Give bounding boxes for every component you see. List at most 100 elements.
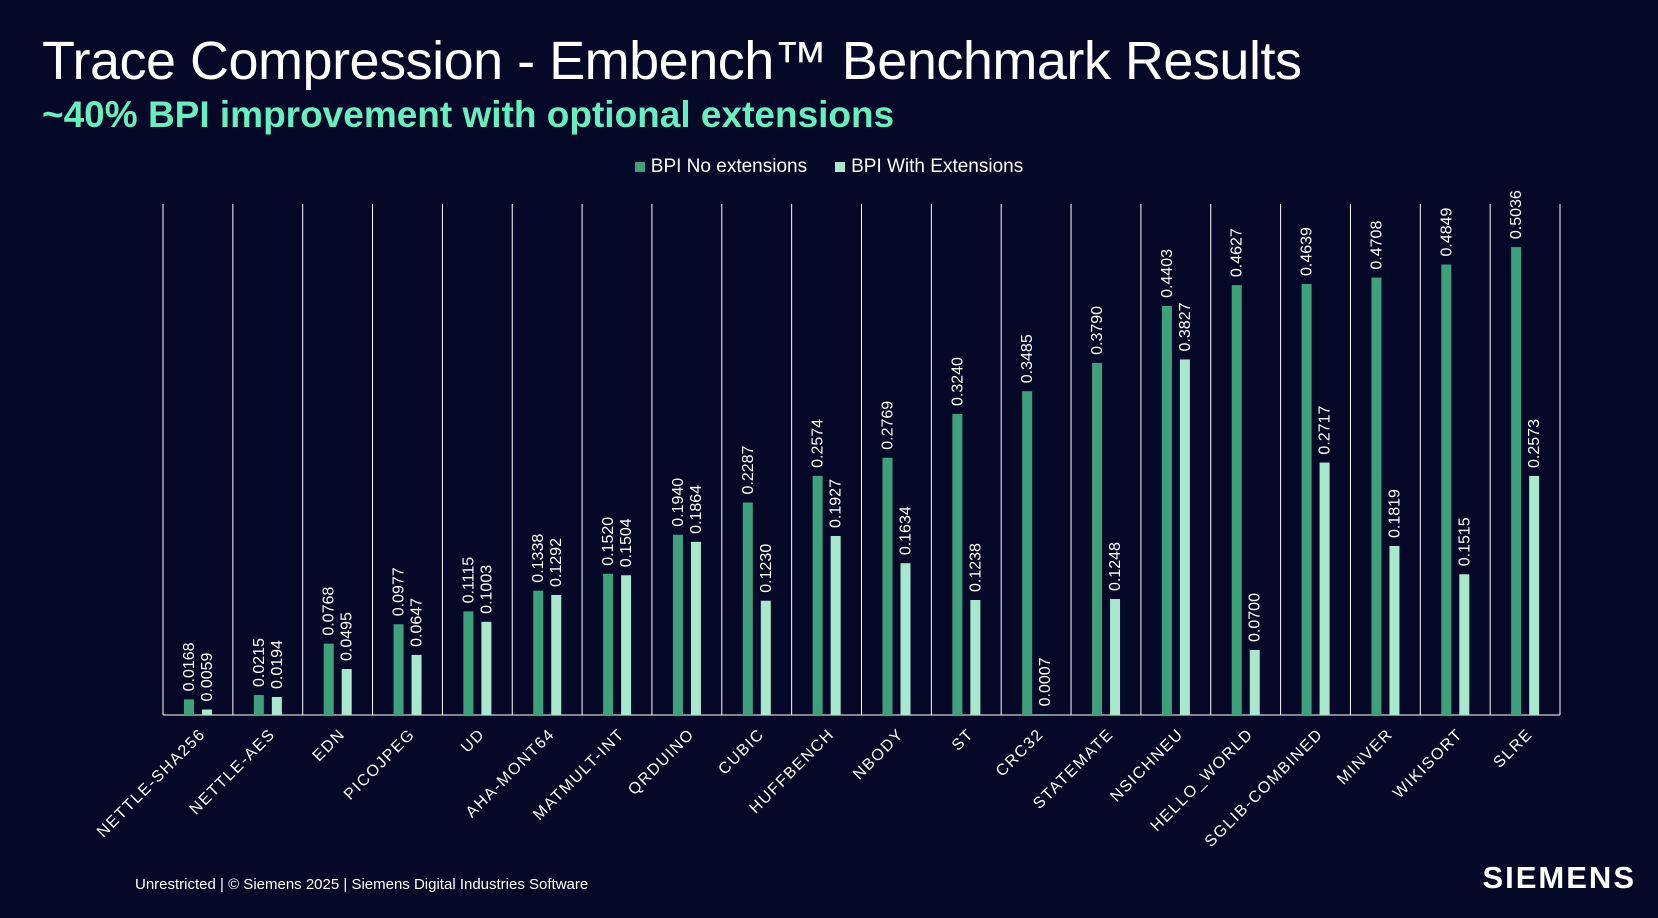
data-label: 0.1819: [1386, 489, 1403, 538]
data-label: 0.2717: [1317, 406, 1334, 455]
bar-no-extensions: [463, 611, 474, 715]
data-label: 0.4849: [1438, 207, 1455, 256]
data-label: 0.0215: [251, 638, 268, 687]
bar-with-extensions: [760, 600, 771, 715]
x-tick-label: CRC32: [993, 726, 1047, 780]
data-label: 0.1520: [600, 517, 617, 566]
bar-no-extensions: [952, 413, 963, 715]
data-label: 0.2769: [880, 401, 897, 450]
bar-with-extensions: [411, 654, 422, 715]
bar-with-extensions: [1110, 599, 1121, 715]
data-label: 0.1230: [758, 544, 775, 593]
legend-item-with-extensions: BPI With Extensions: [835, 156, 1023, 178]
bar-with-extensions: [900, 563, 911, 715]
data-label: 0.4639: [1299, 227, 1316, 276]
bar-no-extensions: [253, 695, 264, 715]
data-label: 0.1940: [670, 478, 687, 527]
data-label: 0.3485: [1019, 334, 1036, 383]
legend-label-with-extensions: BPI With Extensions: [851, 156, 1024, 177]
data-label: 0.3827: [1177, 302, 1194, 351]
slide-title: Trace Compression - Embench™ Benchmark R…: [42, 31, 1302, 91]
data-label: 0.0700: [1247, 593, 1264, 642]
data-label: 0.1634: [898, 506, 915, 555]
bar-no-extensions: [812, 475, 823, 715]
bar-with-extensions: [481, 621, 492, 715]
data-label: 0.2287: [740, 445, 757, 494]
bar-with-extensions: [341, 669, 352, 715]
chart-legend: BPI No extensions BPI With Extensions: [0, 156, 1658, 178]
data-label: 0.0977: [391, 567, 408, 616]
bar-with-extensions: [1179, 359, 1190, 715]
x-tick-label: PICOJPEG: [341, 726, 419, 804]
bar-with-extensions: [1249, 649, 1260, 715]
bar-no-extensions: [1371, 277, 1382, 715]
x-tick-label: QRDUINO: [625, 726, 698, 799]
bar-with-extensions: [1389, 545, 1400, 715]
bar-with-extensions: [621, 575, 632, 715]
bar-with-extensions: [830, 535, 841, 715]
data-label: 0.1292: [548, 538, 565, 587]
bar-with-extensions: [551, 594, 562, 715]
bar-with-extensions: [690, 541, 701, 715]
bar-no-extensions: [1092, 362, 1103, 715]
bar-no-extensions: [1161, 305, 1172, 715]
bar-with-extensions: [1459, 574, 1470, 715]
bar-no-extensions: [533, 590, 544, 715]
data-label: 0.0168: [181, 642, 198, 691]
bar-no-extensions: [742, 502, 753, 715]
slide-subtitle: ~40% BPI improvement with optional exten…: [42, 94, 895, 135]
data-label: 0.1248: [1107, 542, 1124, 591]
bar-no-extensions: [1441, 264, 1452, 715]
x-tick-label: NBODY: [850, 726, 908, 784]
legend-label-no-extensions: BPI No extensions: [650, 156, 808, 177]
bar-no-extensions: [672, 534, 683, 715]
data-label: 0.0495: [339, 612, 356, 661]
bar-with-extensions: [202, 709, 212, 715]
x-tick-label: SLRE: [1490, 726, 1536, 772]
data-label: 0.2574: [810, 419, 827, 468]
data-label: 0.5036: [1508, 190, 1525, 239]
siemens-logo: SIEMENS: [1482, 860, 1636, 895]
data-label: 0.4627: [1229, 228, 1246, 277]
bar-no-extensions: [323, 643, 334, 715]
bar-no-extensions: [393, 624, 404, 715]
data-label: 0.1927: [828, 479, 845, 528]
bar-with-extensions: [1319, 462, 1330, 715]
bar-no-extensions: [882, 457, 893, 715]
data-label: 0.3240: [949, 357, 966, 406]
legend-item-no-extensions: BPI No extensions: [634, 156, 808, 178]
legend-swatch-no-extensions: [634, 162, 645, 172]
data-label: 0.1515: [1456, 517, 1473, 566]
x-tick-label: NSICHNEU: [1107, 726, 1187, 806]
bar-with-extensions: [271, 696, 282, 715]
bar-no-extensions: [1231, 285, 1242, 715]
data-label: 0.0059: [199, 652, 216, 701]
x-tick-label: SGLIB-COMBINED: [1202, 726, 1327, 851]
data-label: 0.3790: [1089, 306, 1106, 355]
bar-no-extensions: [1511, 247, 1522, 716]
data-label: 0.1504: [618, 518, 635, 567]
bar-no-extensions: [603, 573, 614, 715]
x-tick-label: UD: [458, 726, 488, 756]
data-label: 0.1003: [478, 565, 495, 614]
data-label: 0.1338: [530, 534, 547, 583]
data-label: 0.4708: [1368, 221, 1385, 270]
legend-swatch-with-extensions: [835, 162, 846, 172]
data-label: 0.4403: [1159, 249, 1176, 298]
data-label: 0.0194: [269, 640, 286, 689]
x-tick-label: NETTLE-SHA256: [94, 726, 209, 841]
footer-text: Unrestricted | © Siemens 2025 | Siemens …: [135, 876, 589, 893]
data-label: 0.1864: [688, 485, 705, 534]
x-tick-label: ST: [949, 726, 978, 755]
bar-with-extensions: [970, 599, 981, 715]
x-tick-label: WIKISORT: [1390, 726, 1466, 802]
bar-with-extensions: [1040, 714, 1051, 715]
data-label: 0.2573: [1526, 419, 1543, 468]
data-label: 0.1115: [460, 557, 477, 604]
bar-no-extensions: [1301, 283, 1312, 715]
data-label: 0.0768: [321, 587, 338, 636]
data-label: 0.1238: [967, 543, 984, 592]
data-label: 0.0647: [409, 598, 426, 647]
bar-with-extensions: [1529, 475, 1540, 715]
